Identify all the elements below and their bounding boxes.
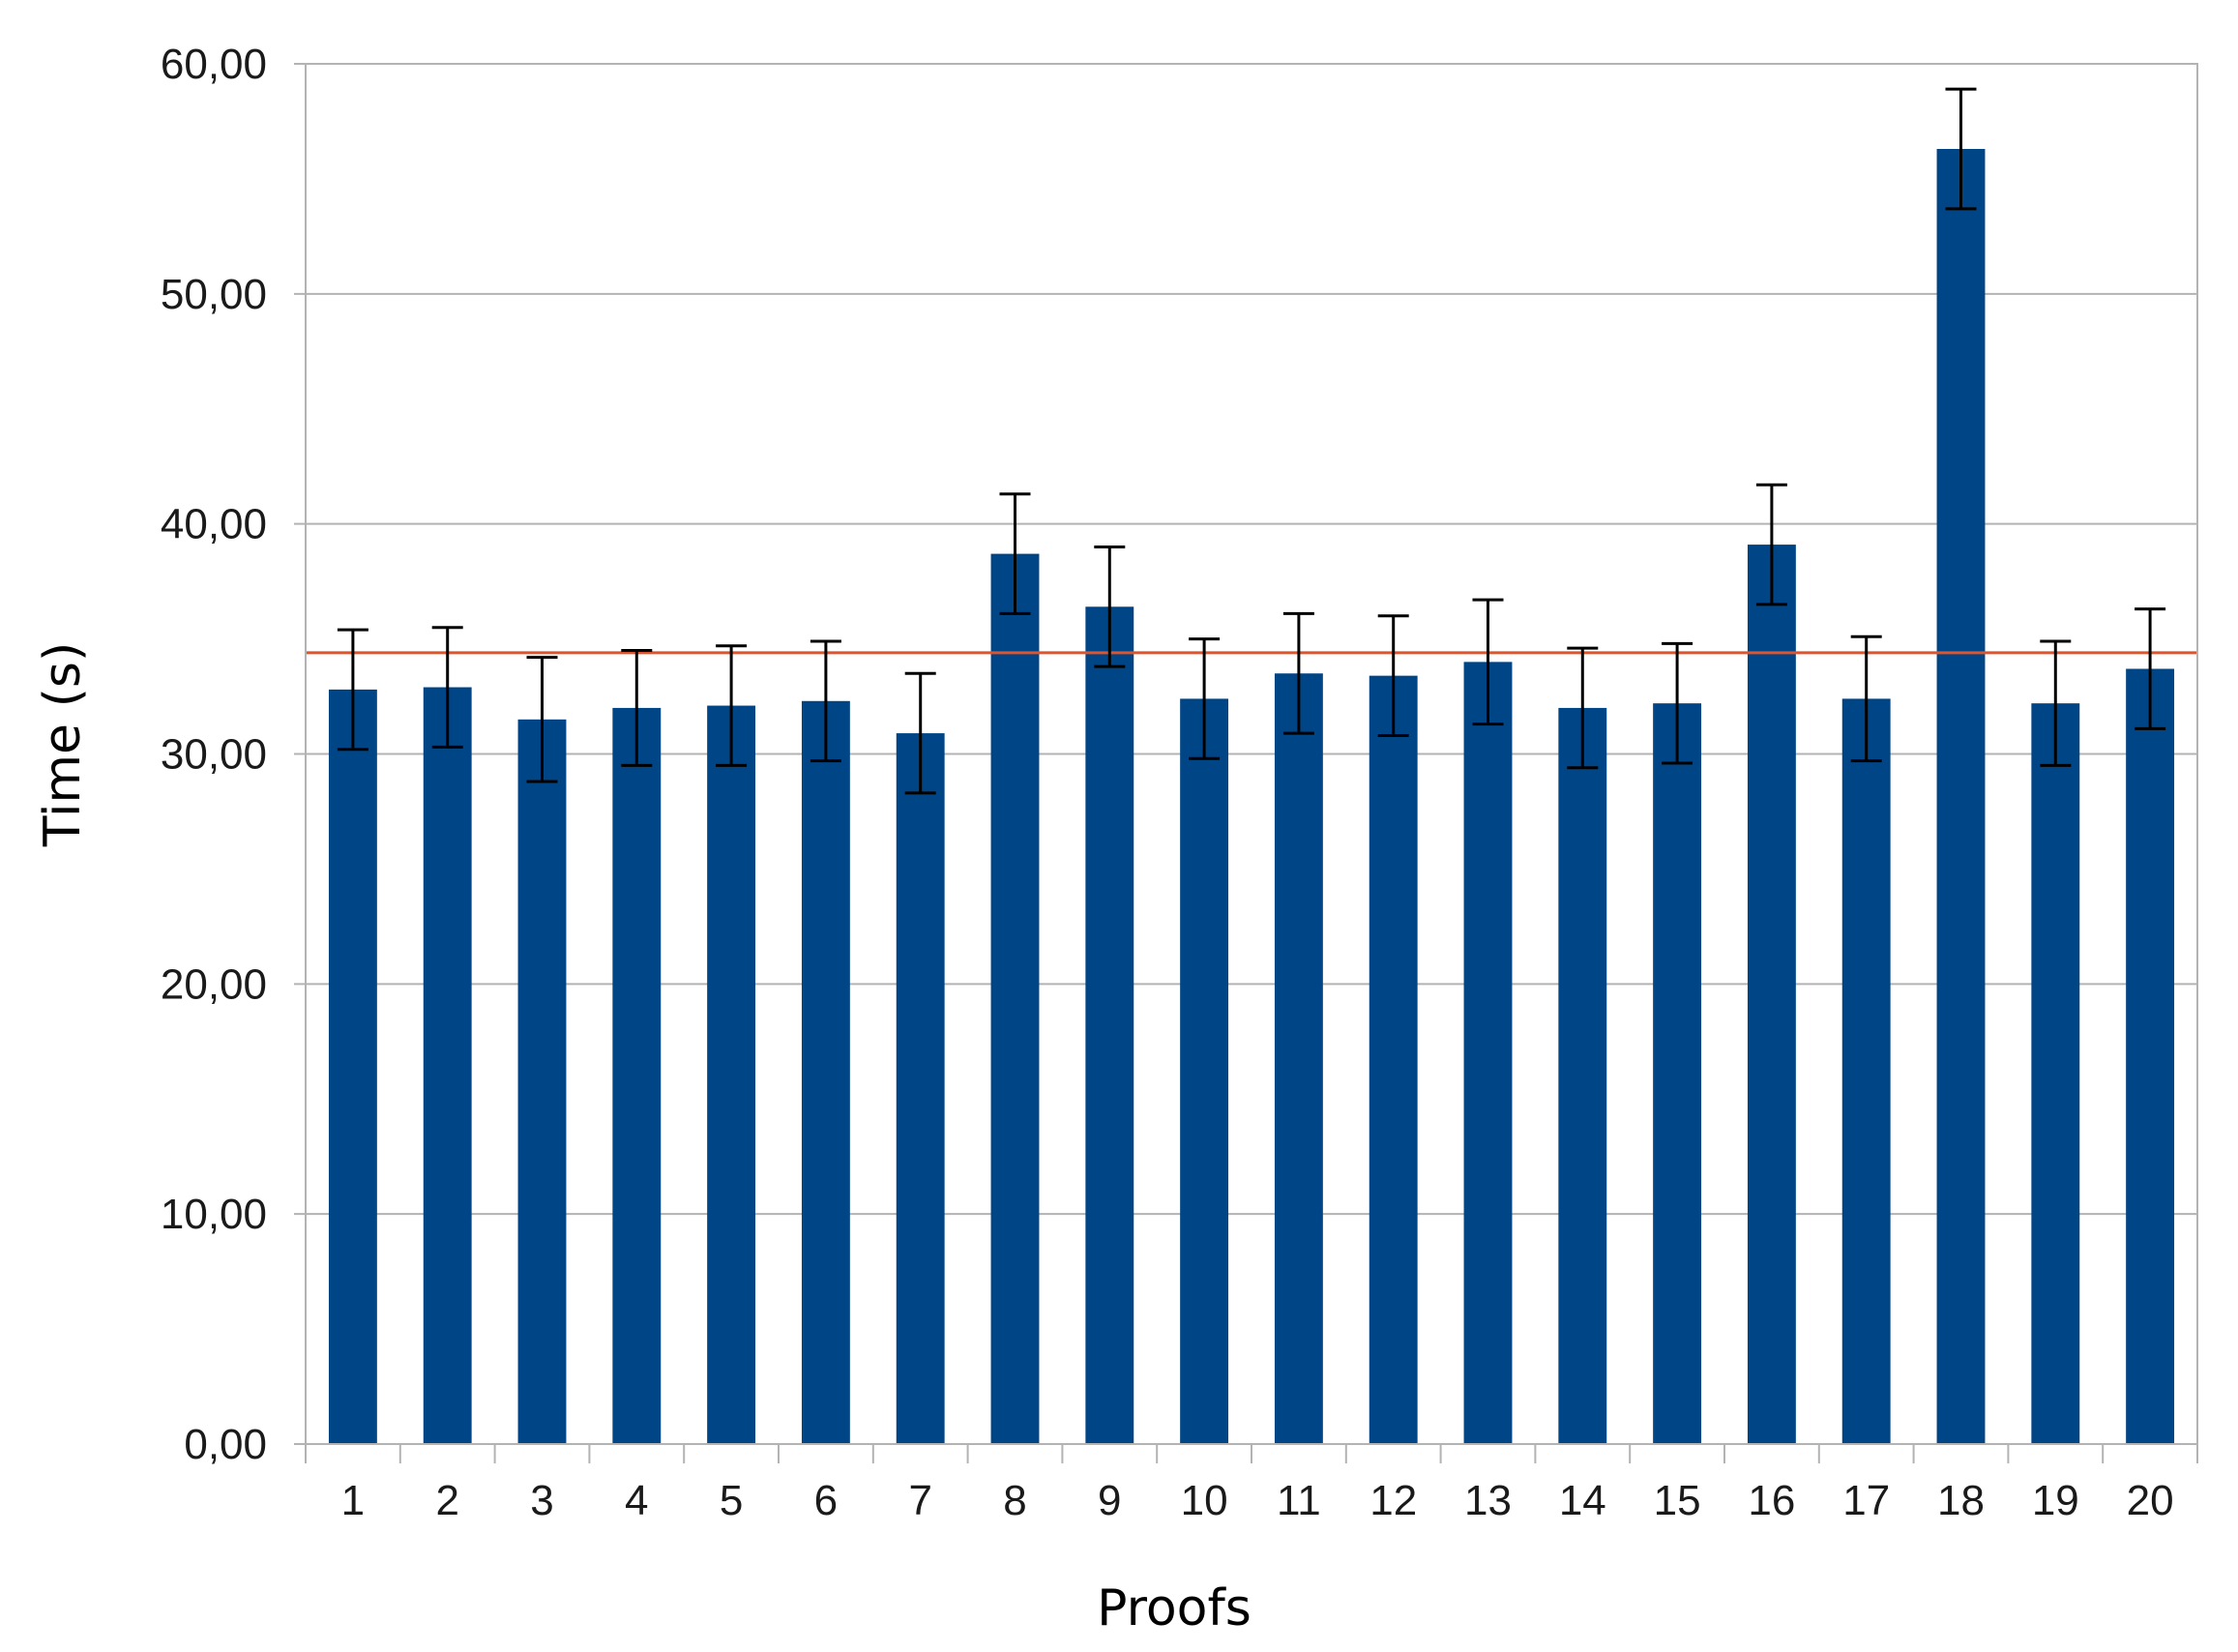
bar: [990, 553, 1040, 1444]
bars: [328, 148, 2175, 1445]
x-axis-ticks: 1 2 3 4 5 6 7 8 9 10 11 12 13 14 15 16 17 18 19 20: [305, 1444, 2198, 1524]
x-tick-label: 12: [1369, 1477, 1417, 1524]
error-bar: [1189, 637, 1221, 760]
error-bar: [2040, 639, 2072, 767]
x-tick-label: 2: [435, 1477, 458, 1524]
y-tick-label: 50,00: [161, 271, 267, 318]
error-bar: [526, 656, 558, 783]
y-tick-label: 0,00: [184, 1421, 267, 1468]
error-bar: [1472, 598, 1504, 726]
x-tick-label: 9: [1098, 1477, 1121, 1524]
error-bar: [2135, 607, 2166, 730]
bar: [423, 687, 472, 1444]
error-bar: [716, 644, 748, 767]
error-bars: [337, 87, 2166, 795]
x-tick-label: 3: [530, 1477, 553, 1524]
error-bar: [1945, 87, 1977, 211]
y-axis-title: Time (s): [34, 642, 92, 847]
bar: [1936, 148, 1986, 1445]
x-tick-label: 11: [1277, 1477, 1321, 1524]
error-bar: [904, 671, 936, 795]
x-tick-label: 10: [1181, 1477, 1228, 1524]
x-tick-label: 14: [1559, 1477, 1606, 1524]
x-tick-label: 1: [341, 1477, 365, 1524]
error-bar: [1662, 641, 1693, 765]
plot-frame: [305, 63, 2198, 1445]
bar: [801, 700, 850, 1444]
bar: [2126, 668, 2175, 1444]
bar: [328, 689, 377, 1444]
bar: [1085, 606, 1134, 1444]
error-bar: [431, 626, 463, 749]
x-tick-label: 15: [1654, 1477, 1701, 1524]
bar: [1463, 662, 1513, 1444]
bar: [1558, 707, 1607, 1444]
error-bar: [999, 492, 1031, 615]
x-tick-label: 19: [2032, 1477, 2079, 1524]
bar: [1180, 698, 1229, 1444]
y-tick-label: 60,00: [161, 41, 267, 88]
x-axis-title: Proofs: [1097, 1579, 1252, 1637]
error-bar: [1282, 611, 1314, 735]
x-tick-label: 17: [1842, 1477, 1890, 1524]
bar: [1369, 675, 1418, 1444]
y-tick-label: 30,00: [161, 731, 267, 779]
x-tick-label: 18: [1937, 1477, 1985, 1524]
bar: [1747, 545, 1796, 1444]
error-bar: [337, 628, 368, 752]
x-tick-label: 7: [908, 1477, 931, 1524]
x-tick-label: 6: [814, 1477, 838, 1524]
bar: [1274, 673, 1323, 1444]
error-bar: [810, 639, 841, 763]
x-tick-label: 16: [1748, 1477, 1795, 1524]
y-tick-label: 40,00: [161, 501, 267, 548]
y-tick-label: 10,00: [161, 1191, 267, 1238]
bar: [896, 733, 945, 1444]
bar: [2031, 703, 2080, 1444]
error-bar: [1377, 614, 1409, 737]
x-tick-label: 5: [720, 1477, 743, 1524]
bar: [1653, 703, 1702, 1444]
bar: [1841, 698, 1891, 1444]
bar: [707, 705, 756, 1444]
x-tick-label: 8: [1003, 1477, 1026, 1524]
y-tick-label: 20,00: [161, 960, 267, 1008]
bar: [612, 707, 662, 1444]
error-bar: [1755, 483, 1787, 606]
x-tick-label: 4: [625, 1477, 648, 1524]
x-tick-label: 20: [2127, 1477, 2174, 1524]
x-tick-label: 13: [1464, 1477, 1512, 1524]
error-bar: [1567, 646, 1599, 770]
gridlines: [294, 63, 2197, 1445]
error-bar: [1094, 545, 1126, 668]
error-bar: [621, 648, 653, 767]
bar: [517, 719, 567, 1444]
y-axis-ticks: 0,00 10,00 20,00 30,00 40,00 50,00 60,00: [161, 41, 267, 1468]
error-bar: [1850, 634, 1882, 763]
